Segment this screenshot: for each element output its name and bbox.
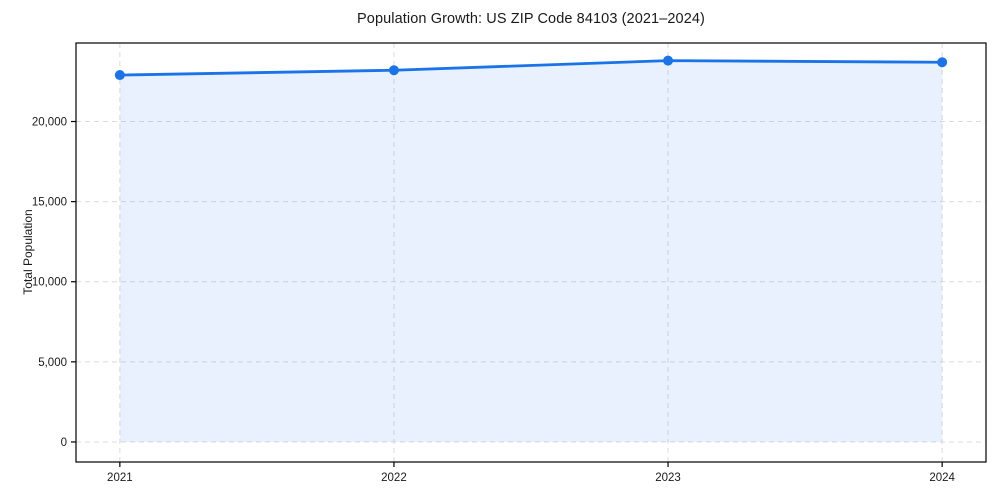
y-tick-label: 15,000 <box>32 197 67 209</box>
y-tick-label: 0 <box>61 437 67 449</box>
y-tick-label: 10,000 <box>32 277 67 289</box>
data-point <box>937 57 948 68</box>
x-tick-label: 2023 <box>655 472 681 484</box>
data-point <box>663 55 674 66</box>
y-tick-label: 20,000 <box>32 117 67 129</box>
plot-border <box>75 42 987 463</box>
area-fill <box>119 60 943 442</box>
y-tick-label: 5,000 <box>38 357 67 369</box>
x-tick-label: 2022 <box>381 472 407 484</box>
x-tick-label: 2021 <box>107 472 133 484</box>
x-tick-label: 2024 <box>929 472 955 484</box>
data-point <box>114 70 125 81</box>
data-point <box>388 65 399 76</box>
chart-title: Population Growth: US ZIP Code 84103 (20… <box>357 11 705 27</box>
trend-line <box>118 59 944 77</box>
